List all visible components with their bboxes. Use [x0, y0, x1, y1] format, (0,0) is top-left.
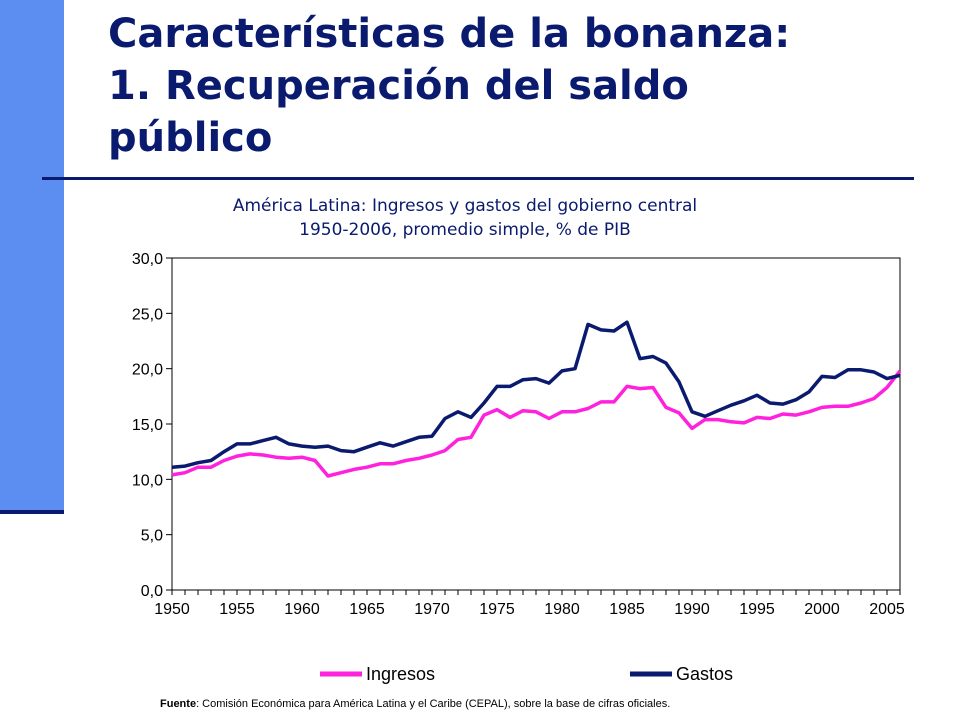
legend-label-gastos: Gastos: [676, 664, 733, 684]
x-tick-label: 1970: [414, 601, 450, 618]
slide-title-line-1: Características de la bonanza:: [108, 11, 791, 57]
title-underline: [42, 177, 914, 180]
chart-title-block: América Latina: Ingresos y gastos del go…: [160, 194, 770, 242]
x-tick-label: 1950: [154, 601, 190, 618]
y-tick-label: 20,0: [132, 362, 163, 379]
y-tick-label: 5,0: [141, 528, 163, 545]
y-tick-label: 30,0: [132, 251, 163, 268]
slide-title: Características de la bonanza: 1. Recupe…: [108, 8, 908, 164]
source-label: Fuente: [160, 698, 197, 710]
x-tick-label: 1985: [609, 601, 645, 618]
x-tick-label: 1980: [544, 601, 580, 618]
source-text: : Comisión Económica para América Latina…: [196, 698, 671, 710]
chart-title: América Latina: Ingresos y gastos del go…: [232, 196, 698, 216]
x-tick-label: 1960: [284, 601, 320, 618]
series-line-gastos: [171, 320, 901, 469]
x-tick-label: 1955: [219, 601, 255, 618]
line-chart: 0,0 5,0 10,0 15,0 20,0 25,0 30,0 1950 1955 1960 19…: [132, 251, 905, 684]
y-tick-label: 10,0: [132, 472, 163, 489]
x-tick-label: 2000: [804, 601, 840, 618]
x-tick-label: 1990: [674, 601, 710, 618]
source-note: Fuente: Comisión Económica para América …: [160, 698, 920, 710]
x-tick-label: 1975: [479, 601, 515, 618]
chart-subtitle: 1950-2006, promedio simple, % de PIB: [299, 220, 631, 240]
x-tick-label: 1995: [739, 601, 775, 618]
x-tick-label: 2005: [869, 601, 905, 618]
plot-frame: [171, 257, 901, 591]
legend-label-ingresos: Ingresos: [366, 664, 435, 684]
y-tick-label: 25,0: [132, 306, 163, 323]
accent-side-line: [0, 510, 64, 514]
y-tick-label: 15,0: [132, 417, 163, 434]
y-tick-label: 0,0: [141, 583, 163, 600]
slide-title-line-3: público: [108, 115, 273, 161]
accent-side-bar: [0, 0, 64, 510]
x-tick-label: 1965: [349, 601, 385, 618]
series-line-ingresos: [171, 369, 902, 478]
slide-title-line-2: 1. Recuperación del saldo: [108, 63, 689, 109]
